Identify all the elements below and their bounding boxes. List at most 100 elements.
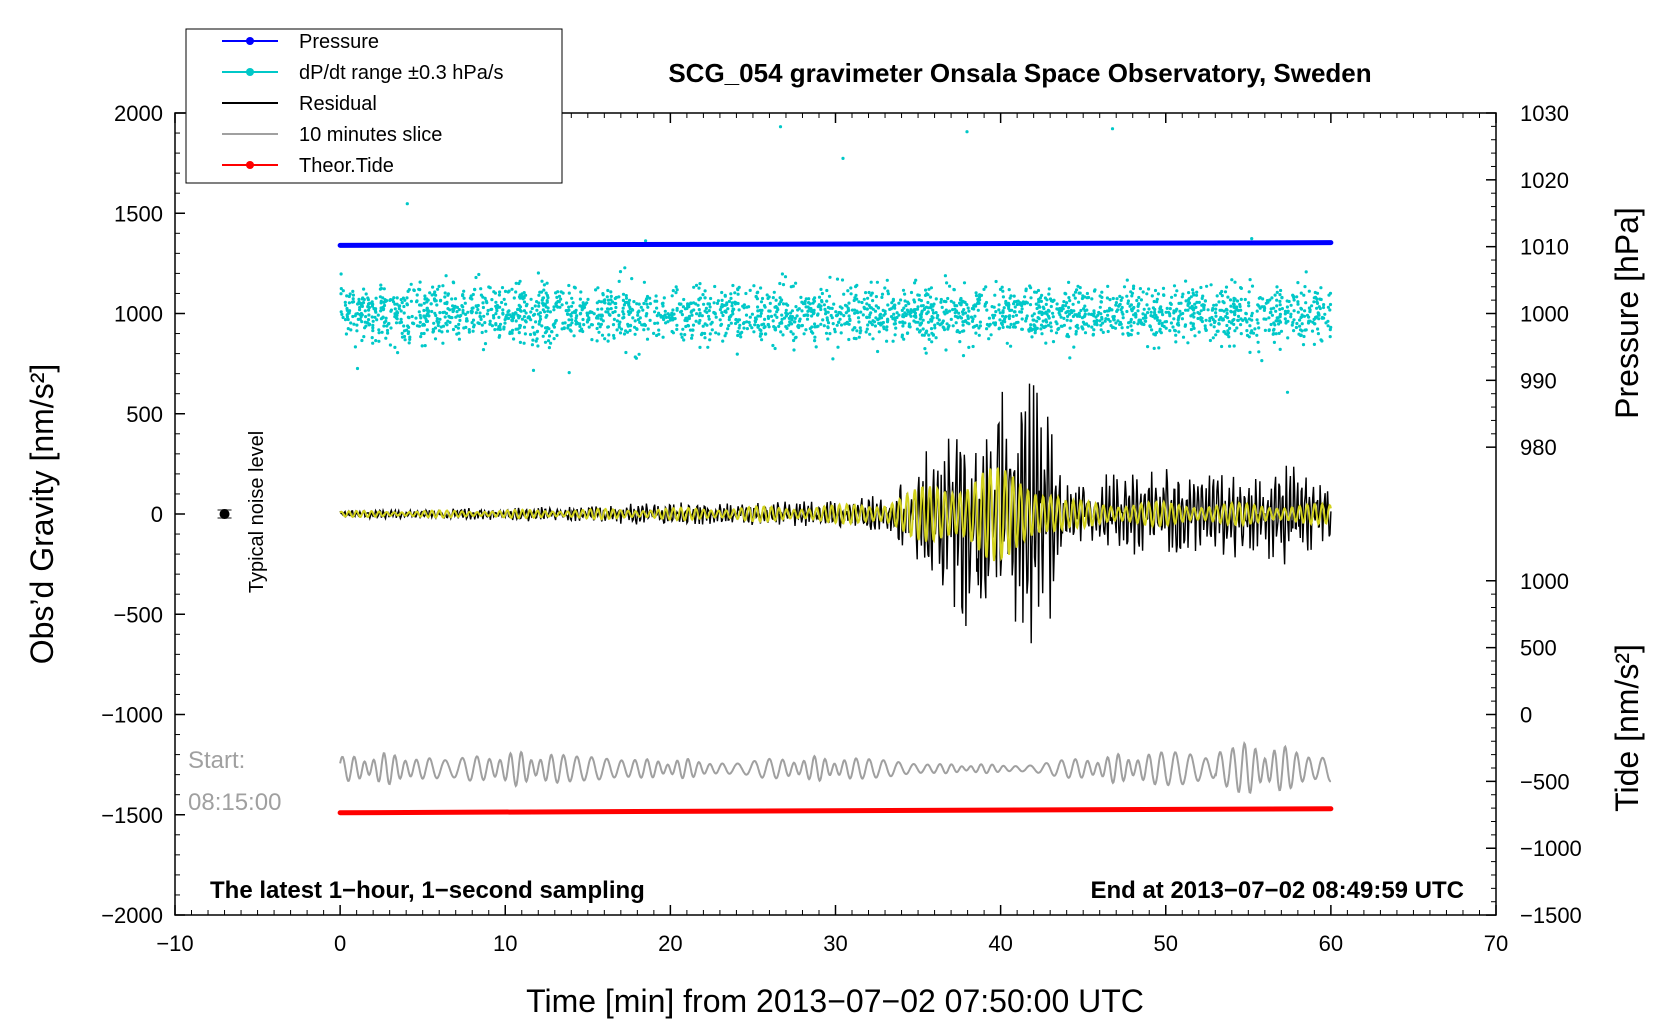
dpdt-point: [795, 314, 799, 318]
dpdt-point: [939, 297, 943, 302]
dpdt-point: [1038, 305, 1042, 309]
dpdt-point: [940, 305, 944, 309]
dpdt-point: [994, 310, 998, 314]
y-axis-label-pressure: Pressure [hPa]: [1609, 207, 1645, 419]
dpdt-point: [446, 293, 450, 297]
dpdt-point: [497, 335, 501, 339]
dpdt-point: [892, 312, 896, 316]
dpdt-point: [1168, 329, 1172, 333]
dpdt-point: [565, 301, 569, 305]
dpdt-point: [541, 334, 545, 338]
dpdt-point: [1012, 300, 1017, 304]
dpdt-point: [612, 333, 616, 338]
dpdt-point: [1174, 340, 1178, 344]
dpdt-point: [771, 343, 775, 348]
dpdt-point: [483, 342, 488, 346]
dpdt-point: [959, 296, 963, 301]
dpdt-point: [517, 331, 521, 335]
dpdt-point: [855, 283, 859, 287]
dpdt-point: [915, 327, 920, 331]
dpdt-point: [1215, 294, 1219, 298]
dpdt-point: [808, 306, 812, 310]
dpdt-point: [1257, 326, 1261, 330]
dpdt-point: [1020, 307, 1024, 311]
dpdt-point: [1152, 346, 1156, 350]
dpdt-point: [435, 319, 439, 323]
dpdt-point: [663, 313, 667, 317]
dpdt-point: [1035, 306, 1039, 311]
dpdt-point: [847, 322, 851, 326]
dpdt-point: [1271, 332, 1275, 336]
dpdt-point: [853, 326, 857, 330]
dpdt-point: [1175, 289, 1179, 293]
dpdt-point: [490, 298, 494, 302]
dpdt-point: [780, 298, 784, 302]
dpdt-point: [789, 330, 793, 334]
dpdt-point: [346, 317, 350, 322]
dpdt-point: [1196, 316, 1200, 321]
dpdt-point: [556, 299, 560, 303]
dpdt-point: [1245, 329, 1249, 333]
dpdt-point: [600, 307, 604, 311]
dpdt-point: [1008, 314, 1012, 318]
dpdt-point: [1250, 314, 1254, 318]
dpdt-point: [1214, 333, 1218, 337]
dpdt-point: [606, 298, 611, 302]
dpdt-point: [353, 345, 357, 349]
dpdt-point: [784, 308, 788, 312]
dpdt-point: [524, 304, 529, 308]
dpdt-point: [1090, 297, 1094, 301]
dpdt-point: [428, 291, 432, 295]
dpdt-point: [1138, 318, 1143, 322]
dpdt-point: [624, 294, 628, 298]
dpdt-point: [1275, 290, 1279, 294]
dpdt-point: [690, 333, 694, 337]
dpdt-point: [635, 327, 639, 331]
dpdt-point: [379, 309, 383, 313]
dpdt-point: [438, 317, 442, 321]
dpdt-point: [1129, 290, 1133, 294]
dpdt-point: [1108, 298, 1112, 302]
dpdt-point: [759, 311, 763, 315]
dpdt-point: [1206, 308, 1210, 312]
dpdt-point: [513, 311, 518, 315]
dpdt-point: [1153, 307, 1157, 312]
dpdt-point: [536, 344, 540, 348]
dpdt-point: [654, 294, 658, 298]
dpdt-point: [787, 323, 791, 327]
dpdt-point: [606, 288, 610, 293]
dpdt-point: [946, 296, 950, 301]
dpdt-point: [763, 317, 767, 321]
dpdt-point: [407, 288, 411, 292]
dpdt-point: [552, 305, 556, 309]
dpdt-point: [842, 292, 846, 296]
legend-marker: [246, 161, 254, 169]
dpdt-point: [890, 301, 894, 305]
dpdt-point: [466, 310, 470, 314]
dpdt-point: [789, 285, 793, 289]
dpdt-point: [781, 283, 786, 287]
dpdt-point: [1051, 311, 1055, 315]
dpdt-point: [1173, 328, 1177, 332]
dpdt-point: [343, 318, 348, 322]
dpdt-point: [777, 302, 782, 306]
dpdt-point: [824, 312, 828, 316]
dpdt-point: [962, 308, 966, 312]
dpdt-point: [1275, 298, 1279, 302]
dpdt-point: [984, 285, 988, 289]
dpdt-point: [1225, 308, 1229, 312]
dpdt-point: [1307, 289, 1311, 293]
dpdt-point: [697, 286, 701, 290]
dpdt-point: [1001, 309, 1005, 313]
dpdt-point: [867, 290, 871, 295]
dpdt-point: [735, 352, 739, 356]
dpdt-point: [507, 289, 511, 293]
legend-label-slice: 10 minutes slice: [299, 124, 442, 146]
legend-label-pressure: Pressure: [299, 31, 379, 53]
dpdt-point: [663, 309, 667, 313]
dpdt-point: [731, 307, 735, 311]
dpdt-point: [529, 310, 533, 314]
dpdt-point: [579, 311, 583, 315]
dpdt-point: [355, 312, 360, 316]
dpdt-point: [1129, 324, 1133, 328]
